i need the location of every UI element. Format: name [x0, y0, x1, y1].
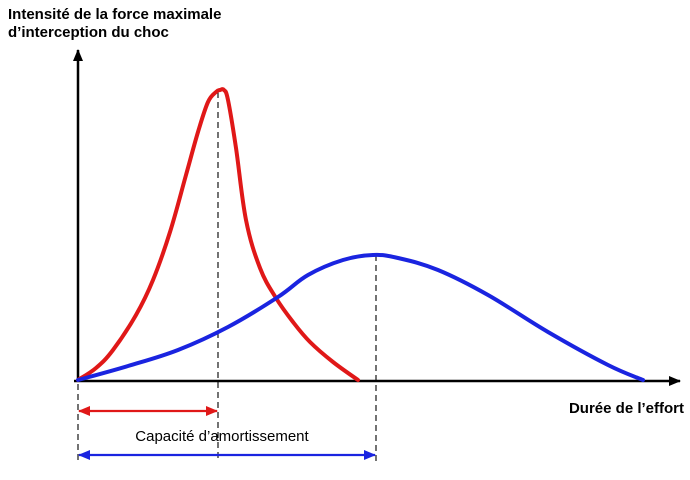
peak-markers: [77, 92, 377, 462]
range-arrows: [78, 406, 376, 460]
damping-capacity-label: Capacité d’amortissement: [135, 428, 309, 445]
y-axis-label-line-2: d’interception du choc: [8, 24, 169, 41]
y-axis-label-line-1: Intensité de la force maximale: [8, 6, 221, 23]
series-line-2: [76, 252, 645, 382]
series-line-1: [76, 87, 360, 382]
x-axis-label: Durée de l’effort: [569, 400, 684, 417]
series-lines: [76, 87, 645, 382]
